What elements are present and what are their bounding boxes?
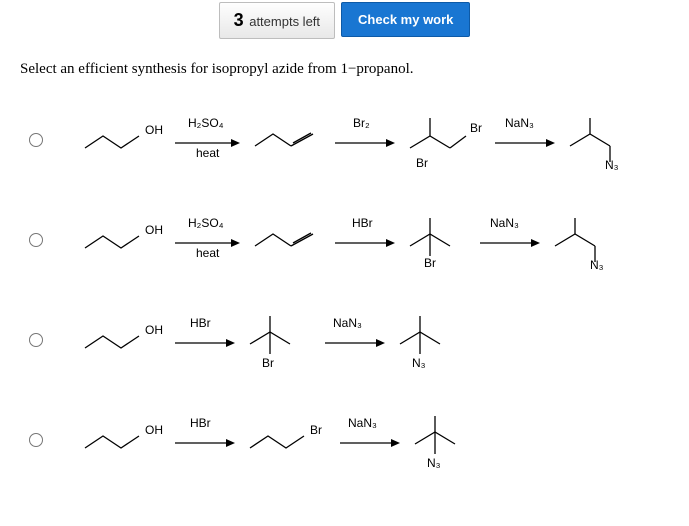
radio-3[interactable] bbox=[29, 333, 43, 347]
reaction-2: OH H₂SO₄ heat HBr Br bbox=[70, 188, 689, 288]
reagent: HBr bbox=[190, 416, 211, 430]
reagent: Br₂ bbox=[353, 116, 370, 130]
reagent: H₂SO₄ bbox=[188, 216, 224, 230]
n3-label: N₃ bbox=[427, 456, 441, 470]
n3-label: N₃ bbox=[412, 356, 426, 370]
attempts-count: 3 bbox=[234, 10, 244, 30]
n3-label: N₃ bbox=[590, 258, 604, 272]
br-label: Br bbox=[416, 156, 428, 170]
n3-label: N₃ bbox=[605, 158, 619, 172]
oh-label: OH bbox=[145, 423, 163, 437]
radio-1[interactable] bbox=[29, 133, 43, 147]
reagent: HBr bbox=[352, 216, 373, 230]
reaction-4: OH HBr Br NaN₃ N₃ bbox=[70, 388, 689, 488]
oh-label: OH bbox=[145, 323, 163, 337]
br-label: Br bbox=[470, 121, 482, 135]
radio-4[interactable] bbox=[29, 433, 43, 447]
br-label: Br bbox=[310, 423, 322, 437]
attempts-text: attempts left bbox=[249, 14, 320, 29]
check-my-work-button[interactable]: Check my work bbox=[341, 2, 470, 37]
br-label: Br bbox=[424, 256, 436, 270]
reagent: NaN₃ bbox=[505, 116, 534, 130]
reaction-3: OH HBr Br NaN₃ N₃ bbox=[70, 288, 689, 388]
reagent: HBr bbox=[190, 316, 211, 330]
attempts-box: 3 attempts left bbox=[219, 2, 335, 39]
question-text: Select an efficient synthesis for isopro… bbox=[20, 61, 689, 78]
reagent: NaN₃ bbox=[333, 316, 362, 330]
br-label: Br bbox=[262, 356, 274, 370]
reagent: NaN₃ bbox=[490, 216, 519, 230]
option-1: OH H₂SO₄ heat Br₂ Br bbox=[0, 88, 689, 188]
oh-label: OH bbox=[145, 223, 163, 237]
reagent: heat bbox=[196, 146, 219, 160]
radio-2[interactable] bbox=[29, 233, 43, 247]
option-2: OH H₂SO₄ heat HBr Br bbox=[0, 188, 689, 288]
reaction-1: OH H₂SO₄ heat Br₂ Br bbox=[70, 88, 689, 188]
reagent: NaN₃ bbox=[348, 416, 377, 430]
option-4: OH HBr Br NaN₃ N₃ bbox=[0, 388, 689, 488]
options-group: OH H₂SO₄ heat Br₂ Br bbox=[0, 88, 689, 488]
reagent: H₂SO₄ bbox=[188, 116, 224, 130]
oh-label: OH bbox=[145, 123, 163, 137]
option-3: OH HBr Br NaN₃ N₃ bbox=[0, 288, 689, 388]
reagent: heat bbox=[196, 246, 219, 260]
